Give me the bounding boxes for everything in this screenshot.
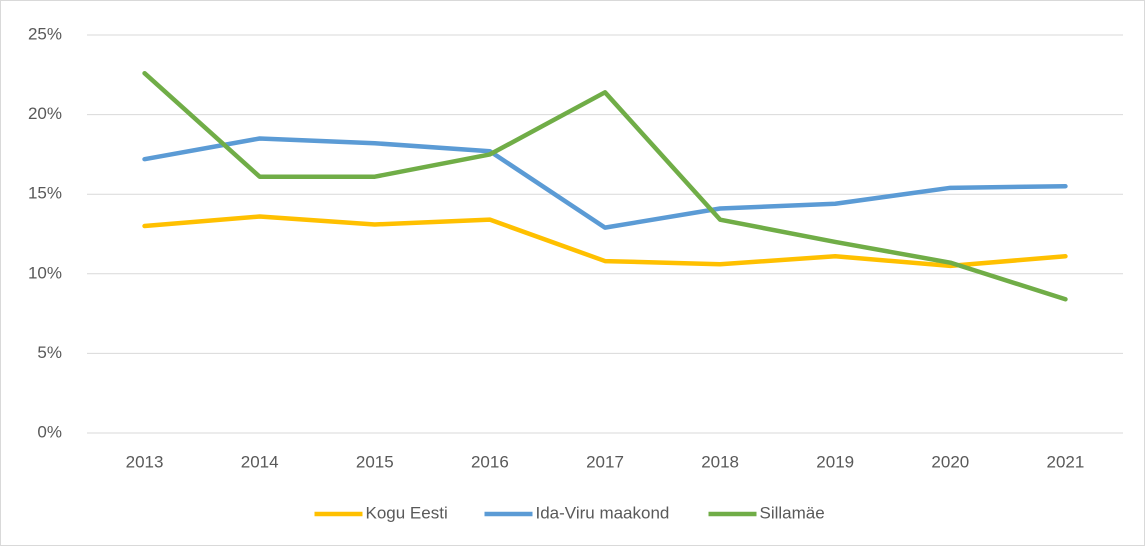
y-tick-label: 10% [28,263,62,282]
y-tick-label: 25% [28,24,62,43]
x-tick-label: 2013 [126,452,164,471]
y-tick-label: 0% [37,422,62,441]
x-tick-label: 2021 [1047,452,1085,471]
x-tick-label: 2018 [701,452,739,471]
legend-label: Ida-Viru maakond [536,503,670,522]
legend-label: Kogu Eesti [366,503,448,522]
series-line [142,214,1068,269]
x-tick-label: 2020 [931,452,969,471]
y-tick-label: 15% [28,184,62,203]
x-tick-label: 2017 [586,452,624,471]
x-tick-label: 2016 [471,452,509,471]
x-tick-label: 2014 [241,452,279,471]
legend-label: Sillamäe [760,503,825,522]
y-tick-label: 20% [28,104,62,123]
series-line [142,70,1068,302]
y-tick-label: 5% [37,343,62,362]
series-line [142,136,1068,230]
x-tick-label: 2015 [356,452,394,471]
x-tick-label: 2019 [816,452,854,471]
